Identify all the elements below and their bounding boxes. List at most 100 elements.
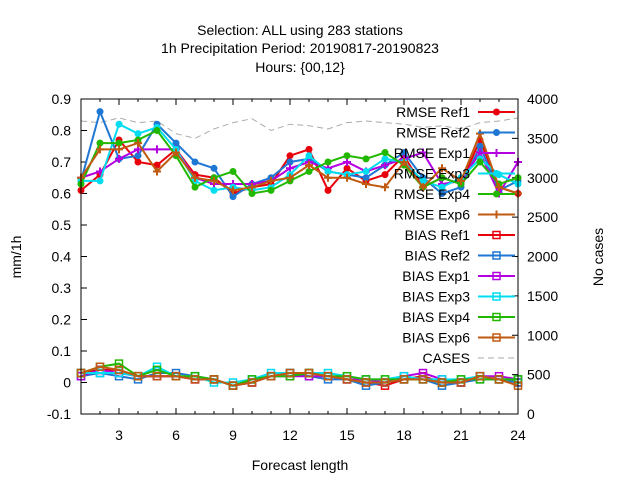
x-axis-label: Forecast length xyxy=(252,457,349,473)
point-bias-exp6 xyxy=(475,371,485,381)
legend-item-rmse-ref1: RMSE Ref1 xyxy=(396,104,515,120)
point-rmse-exp1 xyxy=(343,158,351,166)
point-bias-exp6 xyxy=(190,375,200,384)
point-rmse-ref1 xyxy=(324,186,332,194)
point-bias-exp6 xyxy=(399,375,409,384)
point-bias-exp6 xyxy=(323,371,333,381)
plot-frame xyxy=(80,98,519,415)
point-bias-exp6 xyxy=(456,378,466,387)
y-tick-label: -0.1 xyxy=(47,406,71,422)
legend-item-rmse-exp6: RMSE Exp6 xyxy=(394,207,515,223)
chart-title: Selection: ALL using 283 stations 1h Pre… xyxy=(161,22,439,75)
y2-tick-label: 3500 xyxy=(527,130,558,146)
point-rmse-ref1 xyxy=(305,145,313,153)
point-bias-exp6 xyxy=(171,371,181,381)
legend-item-rmse-exp3: RMSE Exp3 xyxy=(394,166,515,182)
point-rmse-exp6 xyxy=(343,173,351,182)
point-rmse-exp6 xyxy=(210,176,218,185)
point-rmse-exp6 xyxy=(324,173,332,182)
point-rmse-exp4 xyxy=(115,139,123,147)
point-rmse-ref2 xyxy=(134,152,142,160)
legend-label: CASES xyxy=(423,350,470,366)
legend-marker xyxy=(493,129,500,136)
point-rmse-exp6 xyxy=(457,176,465,185)
point-bias-exp6 xyxy=(152,371,162,381)
legend-marker xyxy=(492,149,501,157)
legend-item-bias-exp1: BIAS Exp1 xyxy=(402,268,515,284)
legend-label: BIAS Exp4 xyxy=(402,309,470,325)
legend-marker xyxy=(493,170,500,177)
legend-label: BIAS Ref1 xyxy=(405,227,471,243)
point-bias-exp6 xyxy=(95,362,105,371)
point-rmse-exp4 xyxy=(96,139,104,147)
tick-labels: -0.1 0 0.1 0.2 0.3 0.4 0.5 0.6 0.7 0.8 0.9 0 500 1000… xyxy=(47,91,558,443)
point-bias-exp6 xyxy=(209,375,219,384)
point-rmse-exp3 xyxy=(210,186,218,194)
y-tick-label: 0.3 xyxy=(52,280,72,296)
series-lines xyxy=(76,108,523,390)
legend-marker xyxy=(492,210,501,219)
point-rmse-exp6 xyxy=(305,161,313,170)
legend-label: RMSE Ref2 xyxy=(396,125,470,141)
legend-marker xyxy=(492,230,501,240)
point-rmse-exp4 xyxy=(305,167,313,175)
point-rmse-exp4 xyxy=(153,127,161,134)
legend-marker xyxy=(493,108,500,116)
y-tick-label: 0.8 xyxy=(52,123,72,139)
point-bias-exp6 xyxy=(133,371,143,381)
point-rmse-ref2 xyxy=(476,142,484,150)
point-rmse-exp1 xyxy=(381,161,389,170)
y2-tick-label: 4000 xyxy=(527,91,558,107)
legend-label: BIAS Exp6 xyxy=(402,330,470,346)
legend-label: BIAS Ref2 xyxy=(405,248,471,264)
y2-tick-label: 2500 xyxy=(527,209,558,225)
point-rmse-ref1 xyxy=(343,164,351,172)
point-bias-exp6 xyxy=(494,375,504,384)
y2-tick-label: 1500 xyxy=(527,288,558,304)
point-rmse-exp6 xyxy=(96,145,104,154)
y-tick-label: 0.5 xyxy=(52,217,72,233)
legend-item-bias-exp3: BIAS Exp3 xyxy=(402,289,515,305)
point-rmse-exp1 xyxy=(153,145,161,154)
point-rmse-ref2 xyxy=(172,139,180,147)
title-line-3: Hours: {00,12} xyxy=(255,59,345,75)
legend-item-rmse-exp4: RMSE Exp4 xyxy=(394,186,515,202)
x-tick-label: 3 xyxy=(115,427,123,443)
point-rmse-exp6 xyxy=(134,139,142,148)
y-tick-label: 0.1 xyxy=(52,343,72,359)
x-tick-label: 21 xyxy=(453,427,469,443)
point-rmse-exp4 xyxy=(324,158,332,166)
y-tick-label: 0.9 xyxy=(52,91,72,107)
point-bias-exp6 xyxy=(342,375,352,384)
y2-tick-label: 1000 xyxy=(527,327,558,343)
point-rmse-ref1 xyxy=(286,152,294,160)
point-rmse-exp6 xyxy=(286,173,294,182)
legend-marker xyxy=(492,333,501,342)
point-rmse-exp4 xyxy=(381,149,389,157)
point-rmse-exp3 xyxy=(305,152,313,160)
point-rmse-exp6 xyxy=(362,180,370,189)
legend-item-bias-ref1: BIAS Ref1 xyxy=(405,227,515,243)
legend-label: RMSE Ref1 xyxy=(396,104,470,120)
x-tick-label: 6 xyxy=(172,427,180,443)
point-rmse-ref1 xyxy=(134,158,142,166)
point-bias-exp6 xyxy=(285,368,295,378)
y2-axis-label: No cases xyxy=(590,228,606,286)
point-bias-exp6 xyxy=(228,381,238,390)
x-tick-label: 12 xyxy=(282,427,298,443)
y-axis-label: mm/1h xyxy=(8,236,24,279)
point-rmse-ref2 xyxy=(286,158,294,166)
point-rmse-exp4 xyxy=(248,190,256,197)
point-rmse-exp4 xyxy=(229,167,237,175)
x-tick-label: 18 xyxy=(396,427,412,443)
y2-tick-label: 500 xyxy=(527,367,551,383)
point-rmse-exp6 xyxy=(419,183,427,192)
legend-item-rmse-ref2: RMSE Ref2 xyxy=(396,125,515,141)
legend-item-rmse-exp1: RMSE Exp1 xyxy=(394,145,515,161)
series-rmse-exp6 xyxy=(77,129,522,198)
x-tick-label: 9 xyxy=(229,427,237,443)
y-tick-label: 0 xyxy=(63,375,71,391)
point-rmse-exp3 xyxy=(362,167,370,175)
legend-marker xyxy=(492,251,501,260)
